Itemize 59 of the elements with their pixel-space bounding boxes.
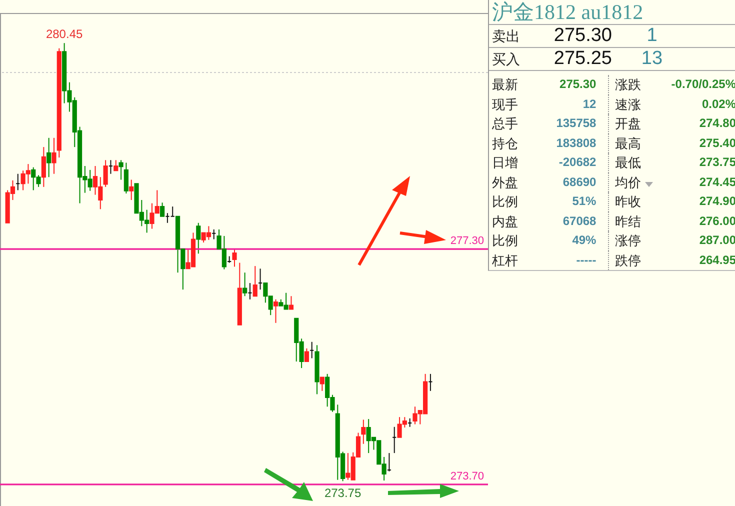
candlestick xyxy=(304,348,309,362)
candlestick xyxy=(114,160,118,172)
candlestick xyxy=(242,272,248,297)
text: 183808 xyxy=(555,134,596,152)
candlestick xyxy=(196,222,201,254)
ref-line-label: 273.70 xyxy=(450,470,484,482)
candlestick xyxy=(52,137,56,174)
text: 最高 xyxy=(608,134,664,153)
candlestick xyxy=(320,376,324,392)
text: 1 xyxy=(646,25,658,47)
text: 均价 xyxy=(608,172,664,192)
text: 外盘 xyxy=(491,174,519,192)
text: 比例 xyxy=(491,232,519,250)
text: 275.30 xyxy=(552,25,612,47)
candlestick xyxy=(252,266,258,297)
candlestick xyxy=(288,296,294,310)
text: 总手 xyxy=(491,115,519,133)
candlestick xyxy=(160,202,165,217)
text: 卖出 xyxy=(491,27,521,46)
text: 12 xyxy=(582,96,596,112)
annotation: 280.45 xyxy=(46,27,83,42)
text: 跌停 xyxy=(608,250,664,270)
candlestick xyxy=(232,248,237,268)
text: 275.25 xyxy=(552,48,612,70)
text: -20682 xyxy=(558,154,596,171)
candlestick xyxy=(103,160,108,188)
text: 13 xyxy=(640,48,664,70)
text: 昨结 xyxy=(608,212,664,231)
candlestick xyxy=(41,146,46,188)
text: 涨停 xyxy=(608,231,664,250)
candlestick xyxy=(361,419,366,444)
candlestick xyxy=(46,137,52,178)
text: ----- xyxy=(575,252,596,268)
text: 涨跌 xyxy=(608,75,664,94)
text: 49% xyxy=(571,232,596,249)
text: 速涨 xyxy=(608,94,664,114)
candlestick xyxy=(118,160,124,180)
annotation: 273.75 xyxy=(324,486,362,500)
text: 开盘 xyxy=(608,114,664,134)
text: 昨收 xyxy=(608,192,664,212)
text: 51% xyxy=(571,193,596,210)
candlestick xyxy=(124,162,128,194)
text: 67068 xyxy=(562,212,596,230)
text: 最低 xyxy=(608,153,664,172)
candlestick xyxy=(273,298,278,324)
candlestick xyxy=(129,179,134,200)
text: 内盘 xyxy=(491,212,519,230)
text: 杠杆 xyxy=(491,252,519,270)
text: 275.30 xyxy=(558,76,596,93)
ref-line-label: 277.30 xyxy=(450,235,484,248)
text: 现手 xyxy=(491,96,519,114)
text: 最新 xyxy=(491,76,519,94)
text: 135758 xyxy=(555,115,596,132)
text: 沪金1812 au1812 xyxy=(489,0,735,25)
text: 比例 xyxy=(491,193,519,211)
text: 买入 xyxy=(491,50,521,69)
text: 日增 xyxy=(491,154,519,172)
text: 持仓 xyxy=(491,134,519,152)
text: 68690 xyxy=(562,174,596,190)
